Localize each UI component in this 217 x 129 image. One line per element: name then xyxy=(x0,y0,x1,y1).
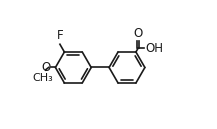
Text: CH₃: CH₃ xyxy=(33,73,53,83)
Text: OH: OH xyxy=(145,42,163,55)
Text: O: O xyxy=(133,27,143,40)
Text: F: F xyxy=(57,29,63,42)
Text: O: O xyxy=(41,61,50,74)
